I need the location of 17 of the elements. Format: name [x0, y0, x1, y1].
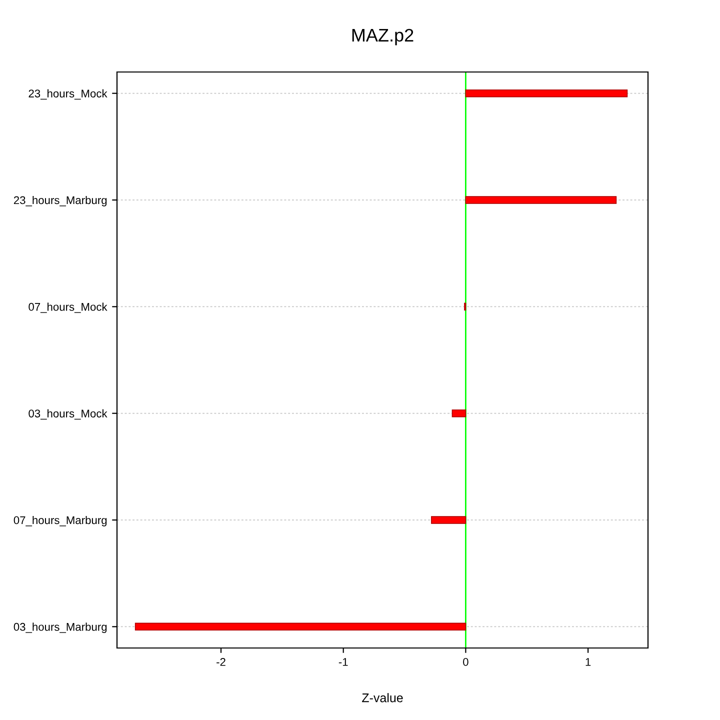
y-tick-label: 03_hours_Mock: [28, 409, 108, 420]
bar: [452, 409, 466, 418]
bar: [465, 89, 628, 98]
x-tick-label: -2: [216, 658, 226, 666]
bar: [134, 622, 466, 631]
y-tick-label: 07_hours_Mock: [28, 302, 108, 313]
y-tick-label: 03_hours_Marburg: [14, 622, 107, 633]
bar: [465, 196, 617, 204]
x-tick-label: -1: [338, 658, 348, 666]
x-tick-label: 1: [586, 658, 591, 666]
x-tick-label: 0: [463, 658, 468, 666]
y-tick-label: 07_hours_Marburg: [14, 516, 107, 526]
y-tick-label: 23_hours_Mock: [28, 89, 108, 100]
bar: [431, 516, 466, 524]
y-tick-label: 23_hours_Marburg: [14, 196, 107, 206]
x-axis-title: Z-value: [362, 693, 403, 702]
chart-title: MAZ.p2: [352, 28, 414, 46]
